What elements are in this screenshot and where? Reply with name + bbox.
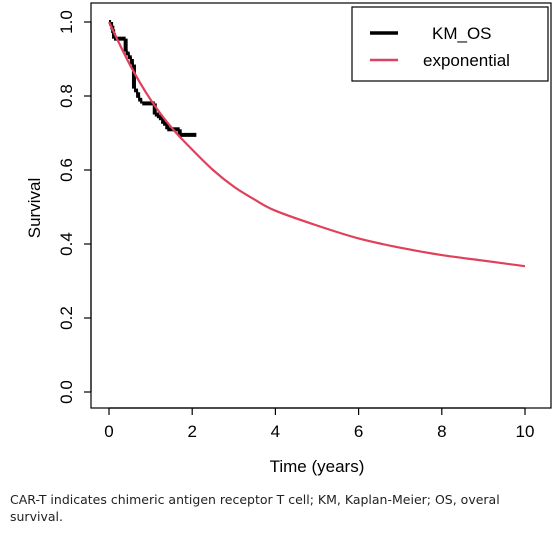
y-tick-label: 0.0 xyxy=(57,380,76,404)
y-tick-label: 0.4 xyxy=(57,232,76,256)
y-tick-label: 1.0 xyxy=(57,10,76,34)
survival-chart: 0.00.20.40.60.81.0 0 2 4 6 8 10 Time (years) … xyxy=(25,2,552,476)
legend-box xyxy=(351,6,549,82)
legend-label-exponential: exponential xyxy=(423,51,510,70)
y-tick-label: 0.2 xyxy=(57,306,76,330)
x-tick-label: 10 xyxy=(516,422,535,441)
series-exponential-line xyxy=(108,21,526,268)
x-axis: 0 2 4 6 8 10 xyxy=(104,407,535,441)
y-axis-title: Survival xyxy=(25,178,44,238)
y-tick-label: 0.8 xyxy=(57,84,76,108)
x-axis-title: Time (years) xyxy=(270,457,365,476)
figure-caption: CAR-T indicates chimeric antigen recepto… xyxy=(10,492,500,524)
x-tick-label: 4 xyxy=(271,422,280,441)
x-tick-label: 6 xyxy=(354,422,363,441)
legend: KM_OS exponential xyxy=(351,6,549,82)
y-tick-label: 0.6 xyxy=(57,158,76,182)
x-tick-label: 0 xyxy=(104,422,113,441)
x-tick-label: 8 xyxy=(437,422,446,441)
x-tick-label: 2 xyxy=(187,422,196,441)
series-layer xyxy=(108,20,526,268)
y-axis: 0.0 0.2 0.4 0.6 0.8 1.0 xyxy=(57,10,92,404)
legend-label-km-os: KM_OS xyxy=(432,24,492,43)
